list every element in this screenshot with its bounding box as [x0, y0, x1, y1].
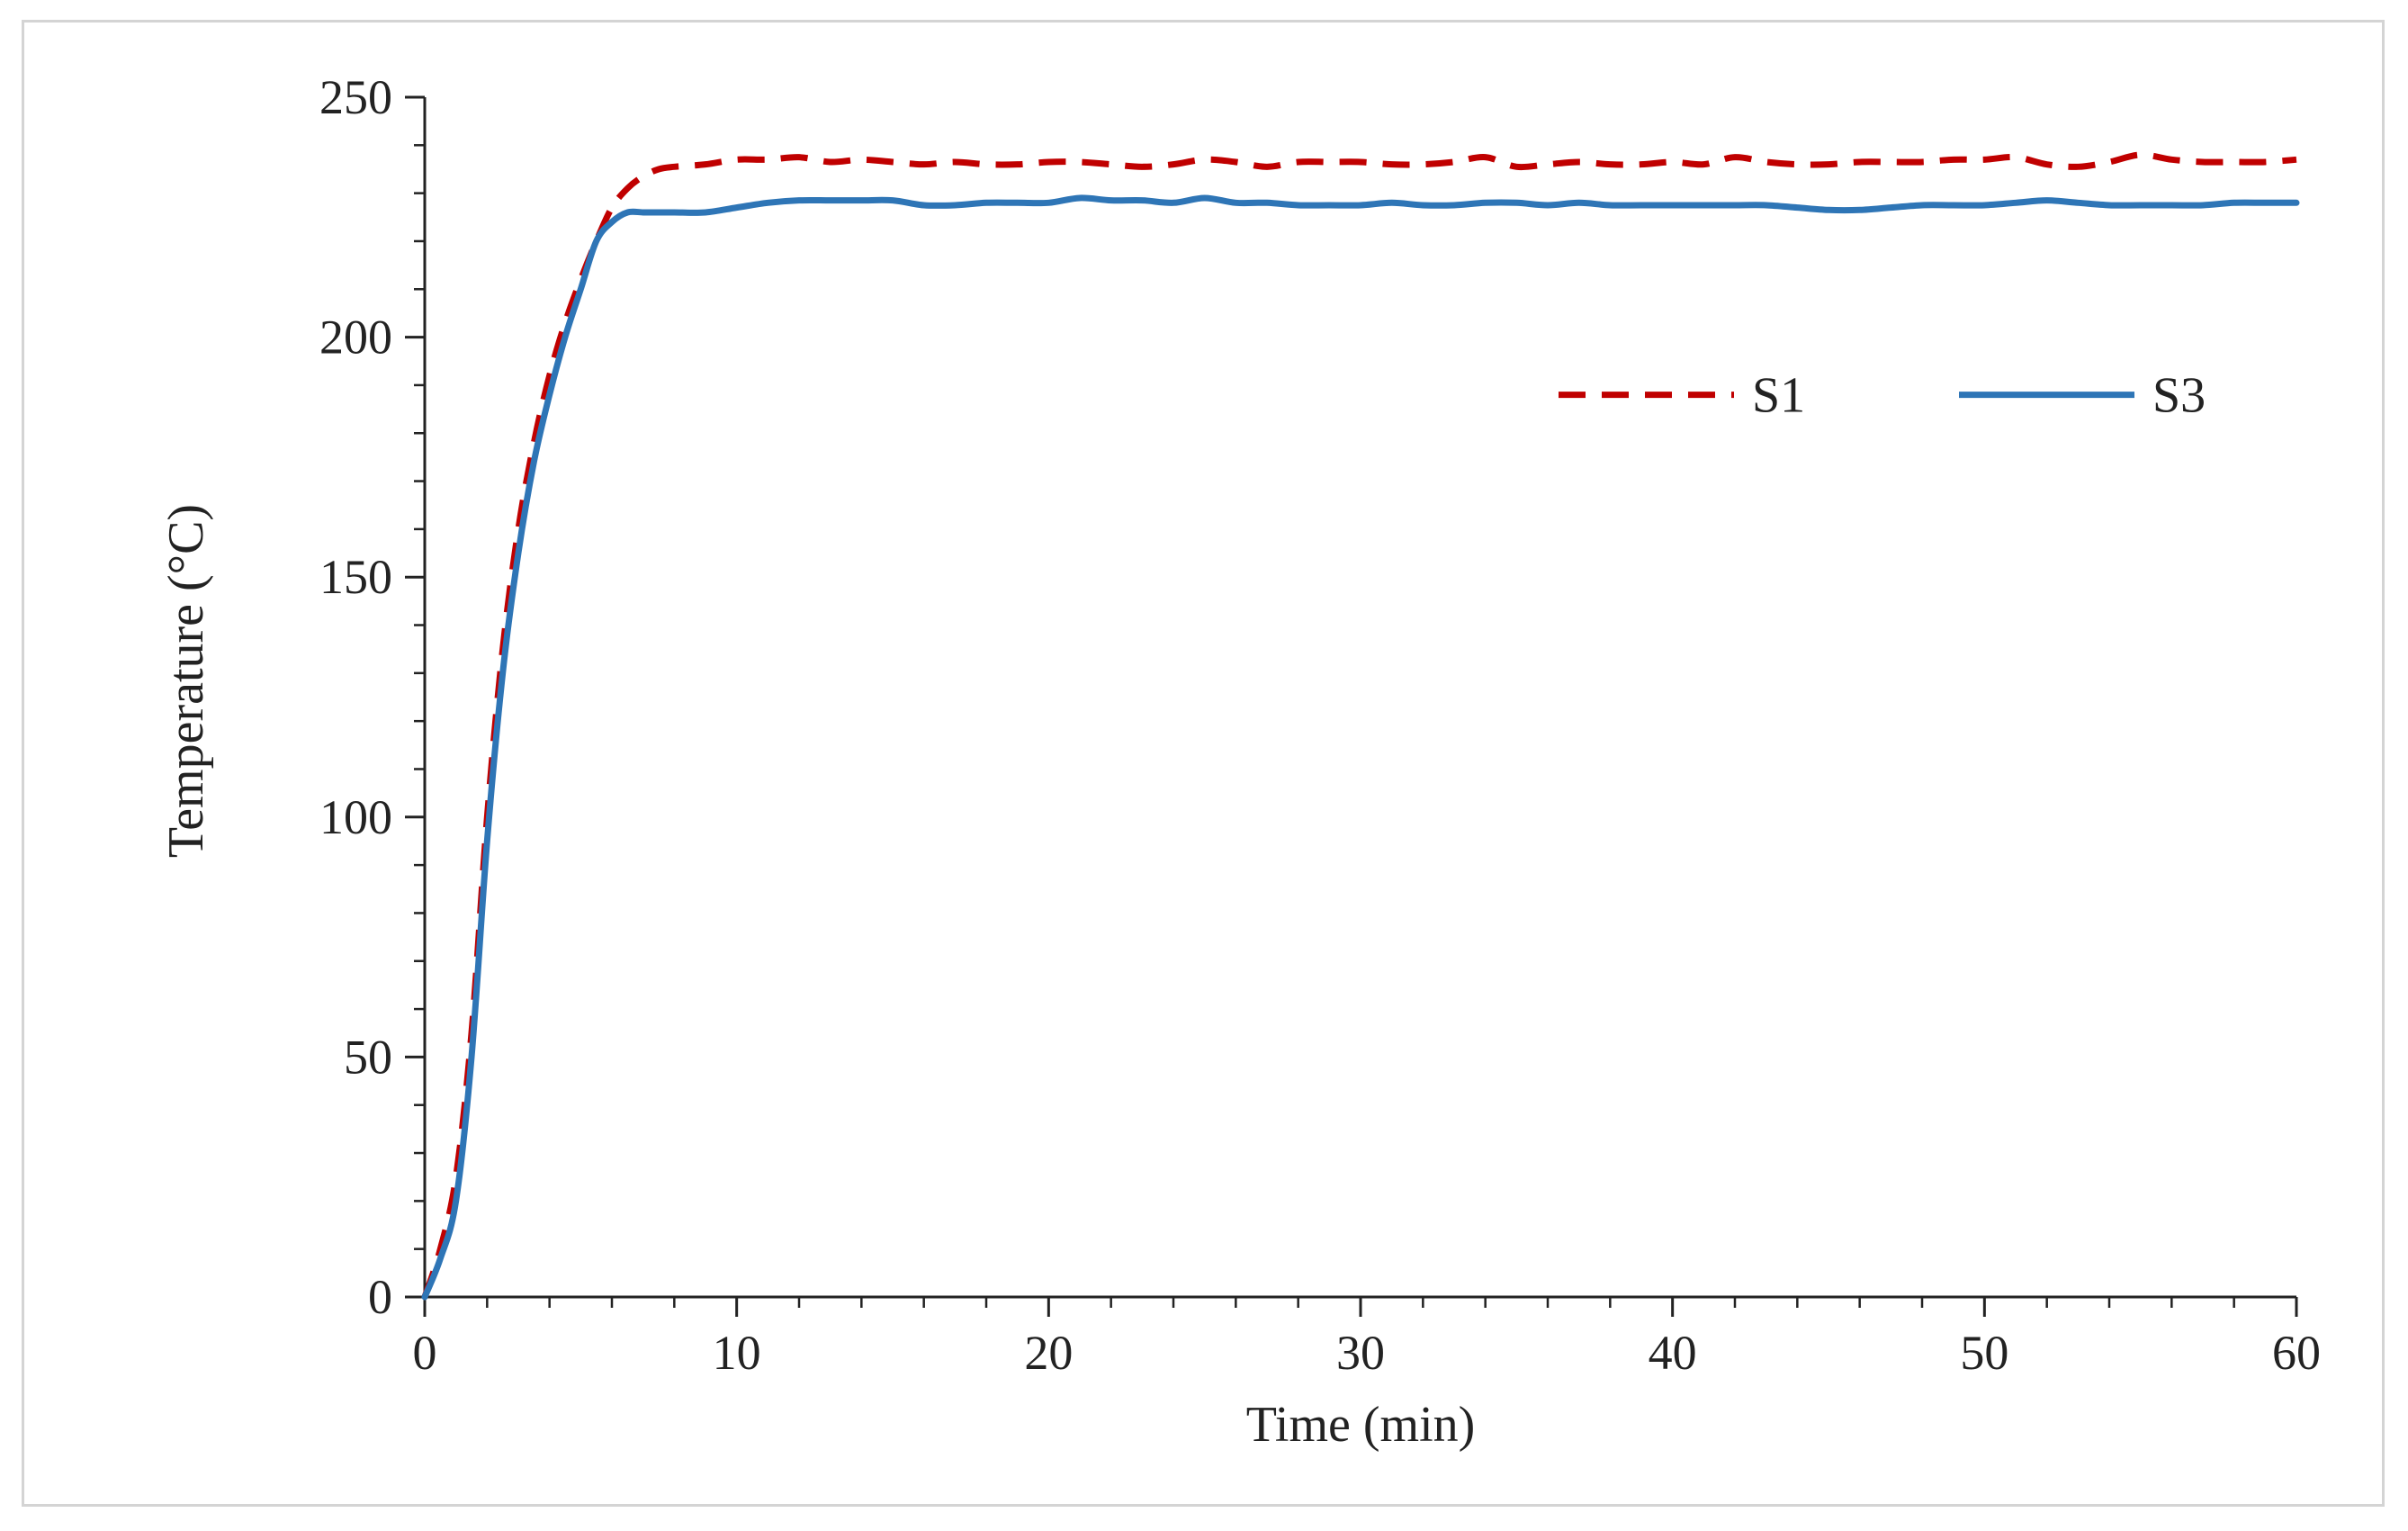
y-tick-label: 0 [368, 1270, 392, 1324]
legend-label-s1: S1 [1752, 368, 1805, 424]
x-tick-label: 40 [1649, 1326, 1697, 1380]
x-tick-label: 60 [2272, 1326, 2321, 1380]
series-line-s3 [421, 194, 2300, 1301]
y-tick-label: 100 [319, 790, 392, 844]
legend: S1 S3 [1559, 368, 2206, 424]
x-tick-label: 10 [713, 1326, 761, 1380]
x-tick-label: 50 [1960, 1326, 2008, 1380]
x-tick-label: 0 [413, 1326, 437, 1380]
minor-ticks [414, 144, 2235, 1308]
y-tick-label: 250 [319, 70, 392, 124]
series-line-s1 [421, 151, 2297, 1299]
y-tick-label: 50 [344, 1030, 392, 1084]
y-tick-label: 150 [319, 550, 392, 604]
y-tick-label: 200 [319, 311, 392, 365]
x-tick-label: 20 [1024, 1326, 1073, 1380]
y-axis-title: Temperature (°C) [158, 504, 214, 858]
figure-frame: 0 50 100 150 200 250 0 10 20 30 40 50 60 Time (min)… [22, 20, 2385, 1507]
series-layer [421, 151, 2300, 1301]
y-tick-labels: 0 50 100 150 200 250 [319, 70, 392, 1324]
legend-label-s3: S3 [2152, 368, 2206, 424]
x-tick-labels: 0 10 20 30 40 50 60 [413, 1326, 2322, 1380]
x-axis-title: Time (min) [1246, 1397, 1476, 1453]
x-tick-label: 30 [1336, 1326, 1385, 1380]
temperature-line-chart: 0 50 100 150 200 250 0 10 20 30 40 50 60 Time (min)… [158, 70, 2322, 1453]
major-ticks [405, 95, 2298, 1317]
